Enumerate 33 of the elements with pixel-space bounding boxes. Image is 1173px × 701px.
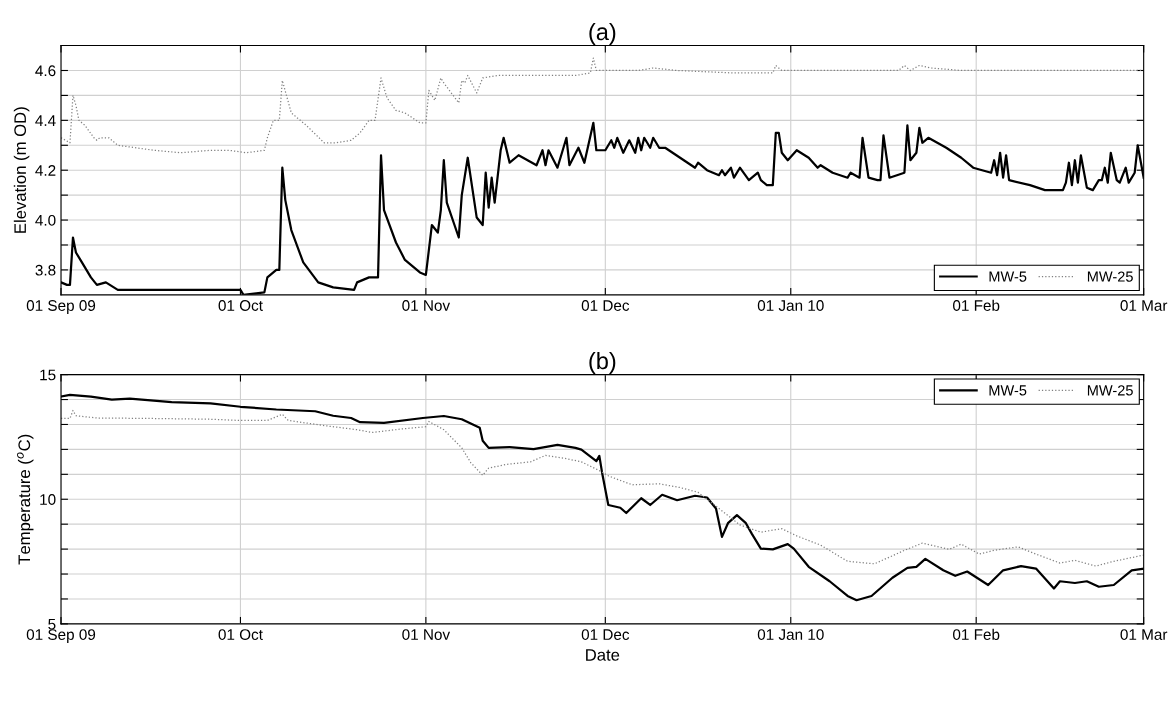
y-tick-label: 10 [40,494,56,505]
x-tick-label: 01 Mar [1120,300,1168,311]
line-series [61,57,1144,154]
text: 4.0 [35,214,56,226]
x-tick-label: 01 Nov [402,300,451,311]
x-tick-label: 01 Feb [953,299,1000,311]
legend-label: MW-25 [1087,385,1133,396]
x-tick-label: 01 Sep 09 [26,629,96,643]
y-tick-label: 4.2 [35,165,56,176]
x-tick-label: 01 Sep 09 [26,300,96,314]
y-tick-label: 3.8 [35,264,56,276]
x-tick-label: 01 Dec [581,629,630,640]
chart-title: (b) [589,351,616,374]
legend-label: MW-5 [989,271,1027,282]
y-tick-label: 15 [40,369,56,381]
y-tick-label: 4.4 [35,115,56,126]
x-tick-label: 01 Feb [953,628,1000,640]
legend-label: MW-5 [989,385,1027,396]
x-tick-label: 01 Mar [1120,629,1168,640]
y-axis-title: Temperature ($^{o}$C) [17,434,34,565]
y-tick-label: 4.6 [35,65,56,77]
x-tick-label: 01 Nov [402,629,451,640]
chart-title: (a) [589,22,616,45]
legend-label: MW-25 [1087,271,1133,282]
x-tick-label: 01 Oct [218,300,263,311]
x-tick-label: 01 Dec [581,300,630,311]
line-series [61,409,1144,567]
y-axis-title: Elevation (m OD) [13,107,30,233]
y-tick-label: 5 [48,618,56,630]
x-tick-label: 01 Oct [218,629,263,640]
x-axis-title: Date [586,649,620,661]
x-tick-label: 01 Jan 10 [757,300,824,311]
x-tick-label: 01 Jan 10 [757,629,824,640]
